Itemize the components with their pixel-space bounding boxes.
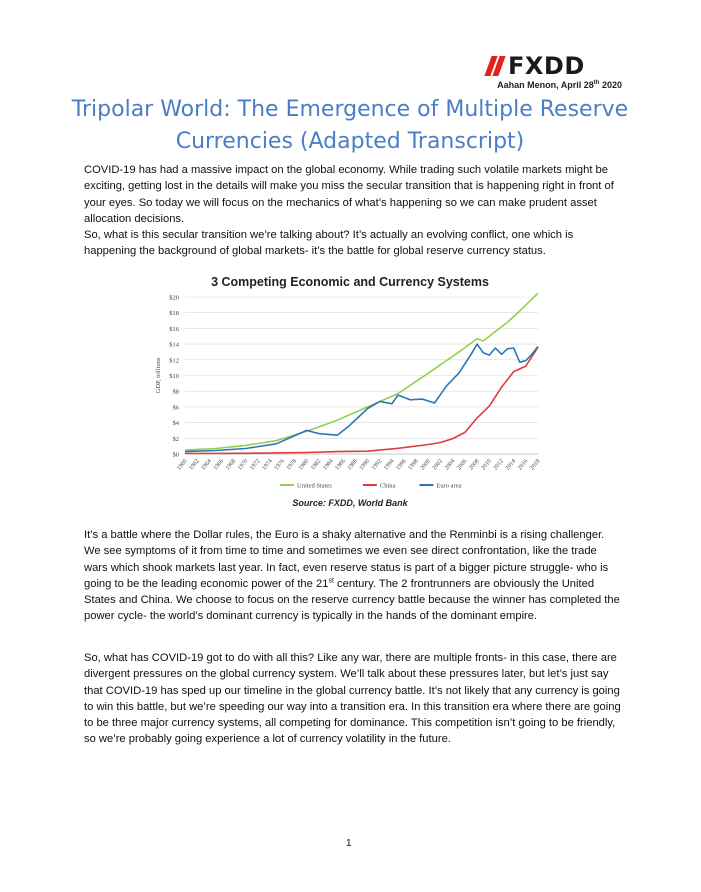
paragraph-intro: COVID-19 has had a massive impact on the… [84, 164, 614, 225]
fxdd-logo: FXDD [484, 52, 596, 82]
x-tick-label: 1974 [261, 458, 273, 471]
x-tick-label: 1976 [274, 458, 286, 471]
x-tick-label: 1962 [188, 458, 200, 471]
x-tick-label: 1978 [286, 458, 298, 471]
x-tick-label: 1994 [383, 458, 395, 471]
legend-label: United States [297, 483, 332, 490]
x-tick-label: 2000 [420, 458, 432, 471]
x-tick-label: 1998 [407, 458, 419, 471]
x-tick-label: 1988 [347, 458, 359, 471]
y-tick-label: $10 [169, 373, 179, 380]
y-tick-label: $8 [173, 389, 180, 396]
page-title: Tripolar World: The Emergence of Multipl… [71, 97, 629, 154]
brand-name: FXDD [508, 52, 585, 80]
chart-title: 3 Competing Economic and Currency System… [211, 275, 489, 289]
x-tick-label: 2004 [444, 458, 456, 471]
x-tick-label: 2006 [456, 458, 468, 471]
x-tick-label: 1966 [213, 458, 225, 471]
series-line-united-states [184, 292, 539, 451]
x-tick-label: 2010 [481, 458, 493, 471]
series-line-euro-area [184, 343, 539, 453]
x-tick-label: 1968 [225, 458, 237, 471]
x-tick-label: 1960 [176, 458, 188, 471]
x-tick-label: 2002 [432, 458, 444, 471]
x-tick-label: 1980 [298, 458, 310, 471]
paragraph-battle: It’s a battle where the Dollar rules, th… [84, 529, 620, 623]
y-tick-label: $0 [173, 452, 180, 459]
y-tick-label: $16 [169, 326, 180, 333]
y-axis-label: GDP, trillions [155, 357, 162, 393]
x-tick-label: 1984 [322, 458, 334, 471]
legend-label: Euro area [436, 483, 461, 490]
x-tick-label: 2016 [517, 458, 529, 471]
x-tick-label: 1964 [201, 458, 213, 471]
x-tick-label: 1992 [371, 458, 383, 471]
x-tick-label: 1982 [310, 458, 322, 471]
y-tick-label: $18 [169, 310, 179, 317]
y-tick-label: $12 [169, 357, 179, 364]
legend-label: China [380, 483, 396, 490]
y-tick-label: $4 [173, 420, 180, 427]
x-tick-label: 1990 [359, 458, 371, 471]
chart-source: Source: FXDD, World Bank [292, 498, 408, 508]
paragraph-covid: So, what has COVID-19 got to do with all… [84, 652, 621, 746]
y-tick-label: $2 [173, 436, 180, 443]
x-tick-label: 2012 [493, 458, 505, 471]
x-tick-label: 2018 [529, 458, 541, 471]
x-tick-label: 1996 [395, 458, 407, 471]
page-number: 1 [346, 838, 352, 849]
gdp-line-chart: 3 Competing Economic and Currency System… [155, 275, 542, 490]
x-tick-label: 1986 [334, 458, 346, 471]
y-tick-label: $20 [169, 295, 179, 302]
author-byline: Aahan Menon, April 28th 2020 [497, 80, 622, 90]
x-tick-label: 1970 [237, 458, 249, 471]
x-tick-label: 2008 [468, 458, 480, 471]
x-tick-label: 2014 [505, 458, 517, 471]
y-tick-label: $14 [169, 342, 180, 349]
paragraph-transition: So, what is this secular transition we’r… [84, 229, 574, 258]
series-line-china [184, 346, 539, 455]
y-tick-label: $6 [173, 404, 180, 411]
x-tick-label: 1972 [249, 458, 261, 471]
